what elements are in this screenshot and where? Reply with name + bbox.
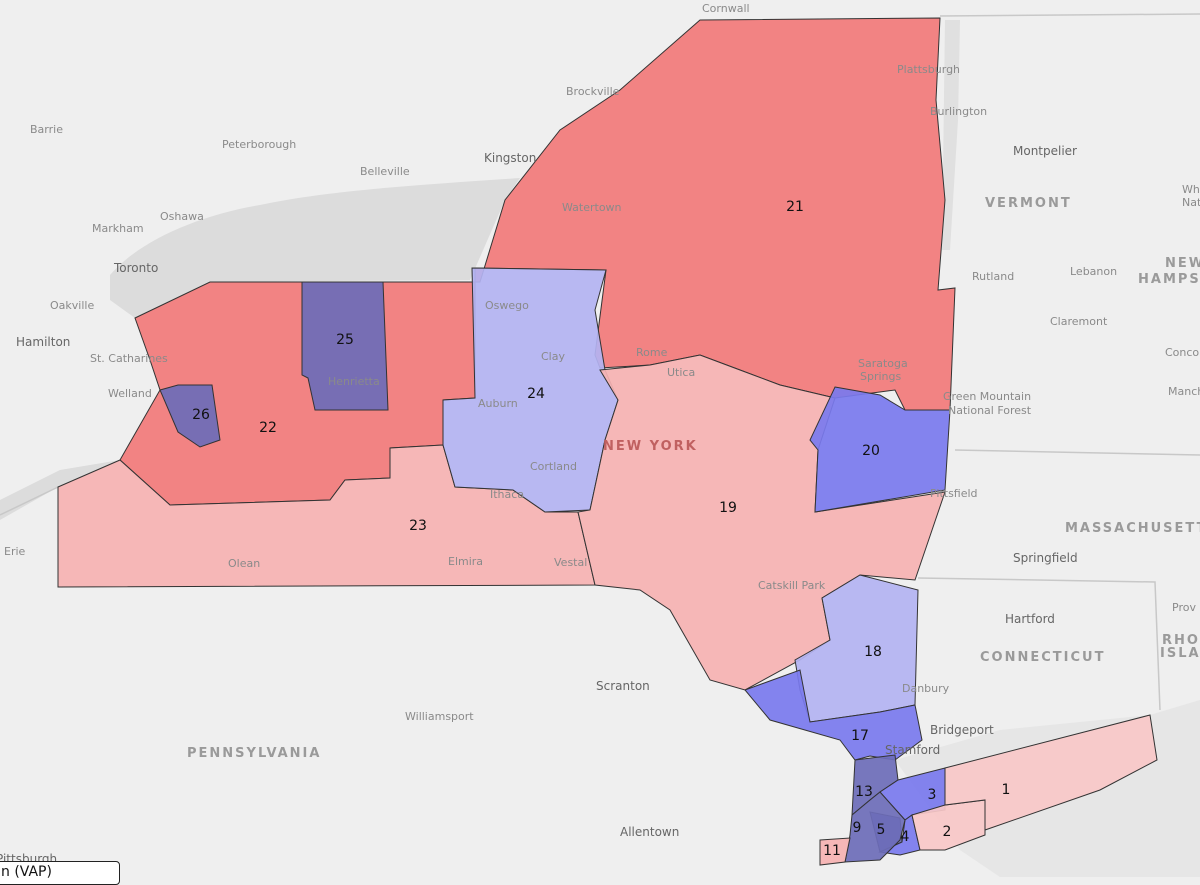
district-label-24: 24 <box>527 386 545 402</box>
city-label: Markham <box>92 222 144 235</box>
city-label: Montpelier <box>1013 144 1077 158</box>
city-label: Cornwall <box>702 2 750 15</box>
city-label: Ithaca <box>490 488 525 501</box>
district-label-11: 11 <box>823 843 841 859</box>
city-label: Williamsport <box>405 710 474 723</box>
district-label-17: 17 <box>851 728 869 744</box>
city-label: Welland <box>108 387 152 400</box>
district-label-22: 22 <box>259 420 277 436</box>
city-label: Wh <box>1182 183 1200 196</box>
district-label-25: 25 <box>336 332 354 348</box>
city-label: Conco <box>1165 346 1200 359</box>
city-label: Rome <box>636 346 668 359</box>
city-label: Prov <box>1172 601 1196 614</box>
city-label: Stamford <box>885 743 941 757</box>
district-11[interactable] <box>819 837 851 866</box>
district-label-21: 21 <box>786 199 804 215</box>
region-label: VERMONT <box>985 196 1072 211</box>
district-label-5: 5 <box>876 822 886 838</box>
city-label: Saratoga <box>858 357 908 370</box>
district-label-9: 9 <box>852 820 862 836</box>
city-label: Hartford <box>1005 612 1055 626</box>
legend-box[interactable]: n (VAP) <box>0 861 120 885</box>
city-label: Utica <box>667 366 696 379</box>
city-label: Olean <box>228 557 261 570</box>
city-label: Elmira <box>448 555 484 568</box>
district-17[interactable] <box>744 669 923 761</box>
district-label-1: 1 <box>1001 782 1011 798</box>
city-label: Oswego <box>485 299 529 312</box>
city-label: Rutland <box>972 270 1015 283</box>
city-label: Claremont <box>1050 315 1108 328</box>
city-label: Cortland <box>530 460 577 473</box>
region-label: HAMPSH <box>1138 272 1200 287</box>
city-label: Vestal <box>554 556 588 569</box>
city-label: Springfield <box>1013 551 1078 565</box>
district-label-26: 26 <box>192 407 210 423</box>
district-label-19: 19 <box>719 500 737 516</box>
lake-champlain <box>942 20 960 250</box>
city-label: Pittsfield <box>930 487 978 500</box>
city-label: Manch <box>1168 385 1200 398</box>
district-24[interactable] <box>442 267 619 513</box>
city-label: Auburn <box>478 397 518 410</box>
district-label-4: 4 <box>900 829 910 845</box>
district-1[interactable] <box>944 714 1158 831</box>
legend-text: n (VAP) <box>1 864 52 880</box>
city-label: Henrietta <box>328 375 380 388</box>
district-label-20: 20 <box>862 443 880 459</box>
city-label: Nat <box>1182 196 1200 209</box>
region-label: CONNECTICUT <box>980 650 1106 665</box>
city-label: Barrie <box>30 123 63 136</box>
city-label: National Forest <box>948 404 1032 417</box>
district-20[interactable] <box>809 386 951 513</box>
region-label: RHODE <box>1162 633 1200 648</box>
region-label: MASSACHUSETTS <box>1065 521 1200 536</box>
city-label: Plattsburgh <box>897 63 961 76</box>
city-label: Burlington <box>930 105 988 118</box>
city-label: Danbury <box>902 682 950 695</box>
city-label: Bridgeport <box>930 723 994 737</box>
district-label-2: 2 <box>942 824 952 840</box>
region-label: PENNSYLVANIA <box>187 746 322 761</box>
district-label-23: 23 <box>409 518 427 534</box>
lake-erie <box>0 460 120 520</box>
district-26[interactable] <box>159 384 221 448</box>
city-label: Green Mountain <box>943 390 1032 403</box>
district-label-3: 3 <box>927 787 937 803</box>
city-label: Catskill Park <box>758 579 826 592</box>
city-label: Kingston <box>484 151 537 165</box>
city-label: Peterborough <box>222 138 297 151</box>
city-label: St. Catharines <box>90 352 168 365</box>
district-label-18: 18 <box>864 644 882 660</box>
city-label: Lebanon <box>1070 265 1118 278</box>
state-label: NEW YORK <box>603 439 698 454</box>
district-label-13: 13 <box>855 784 873 800</box>
city-label: Watertown <box>562 201 622 214</box>
lake-ontario <box>110 178 520 318</box>
region-label: ISLAN <box>1160 646 1200 661</box>
city-label: Toronto <box>114 261 159 275</box>
city-label: Oshawa <box>160 210 204 223</box>
city-label: Erie <box>4 545 26 558</box>
city-label: Belleville <box>360 165 410 178</box>
city-label: Brockville <box>566 85 620 98</box>
city-label: Springs <box>860 370 902 383</box>
city-label: Scranton <box>596 679 650 693</box>
districts-layer <box>57 17 1158 866</box>
city-label: Oakville <box>50 299 95 312</box>
district-25[interactable] <box>301 281 389 411</box>
region-label: NEW <box>1165 256 1200 271</box>
city-label: Allentown <box>620 825 680 839</box>
city-label: Clay <box>541 350 565 363</box>
city-label: Hamilton <box>16 335 71 349</box>
state-border <box>0 13 1200 711</box>
